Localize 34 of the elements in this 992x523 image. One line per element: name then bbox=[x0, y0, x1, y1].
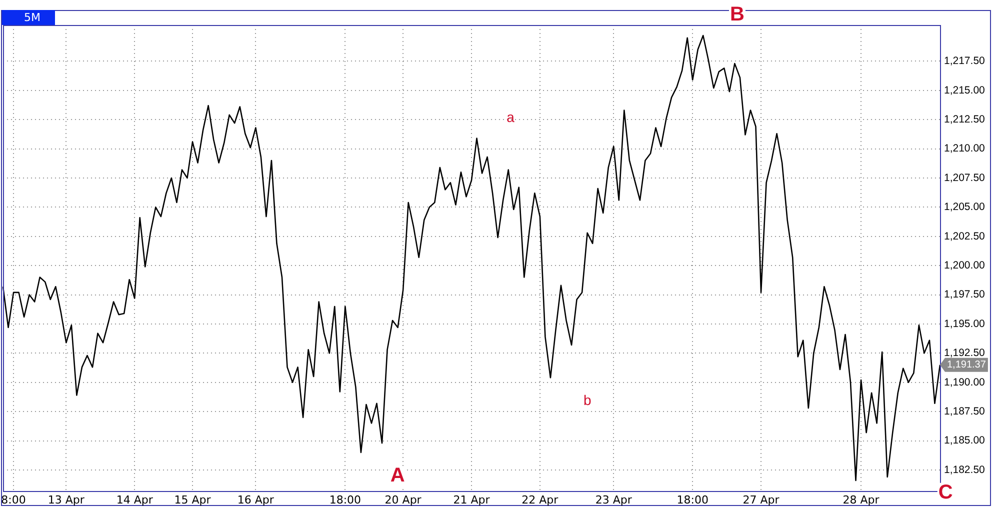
y-tick-label: 1,200.00 bbox=[944, 259, 986, 272]
y-tick-label: 1,187.50 bbox=[944, 405, 986, 418]
x-tick-label: 18:00 bbox=[329, 493, 362, 506]
annotation: C bbox=[938, 481, 953, 504]
y-tick-label: 1,192.50 bbox=[944, 347, 986, 360]
annotation: b bbox=[584, 392, 592, 408]
y-tick-label: 1,205.00 bbox=[944, 201, 986, 214]
annotation: A bbox=[390, 464, 405, 487]
y-tick-label: 1,190.00 bbox=[944, 376, 986, 388]
x-tick-label: 16 Apr bbox=[237, 493, 274, 506]
x-tick-label: 28 Apr bbox=[842, 493, 880, 506]
x-tick-label: 20 Apr bbox=[384, 493, 422, 506]
y-tick-label: 1,207.50 bbox=[944, 172, 986, 184]
y-tick-label: 1,210.00 bbox=[944, 142, 986, 155]
y-tick-label: 1,195.00 bbox=[944, 318, 986, 330]
x-tick-label: 15 Apr bbox=[174, 493, 212, 506]
y-tick-label: 1,202.50 bbox=[944, 230, 986, 242]
y-tick-label: 1,182.50 bbox=[944, 464, 986, 476]
y-tick-label: 1,217.50 bbox=[944, 55, 986, 68]
x-tick-label: 27 Apr bbox=[742, 493, 780, 506]
x-tick-label: 14 Apr bbox=[116, 493, 154, 506]
x-tick-label: 22 Apr bbox=[522, 493, 559, 506]
annotation: B bbox=[730, 3, 744, 26]
x-tick-label: 13 Apr bbox=[48, 493, 85, 506]
y-tick-label: 1,185.00 bbox=[944, 434, 986, 447]
annotation: a bbox=[506, 109, 515, 126]
y-tick-label: 1,212.50 bbox=[944, 113, 986, 126]
x-tick-label: 23 Apr bbox=[595, 493, 632, 506]
x-tick-label: 21 Apr bbox=[453, 493, 490, 506]
chart-title: 5M bbox=[2, 10, 54, 25]
y-tick-label: 1,215.00 bbox=[944, 84, 986, 96]
text: 1,191.37 bbox=[947, 360, 986, 371]
x-tick-label: 18:00 bbox=[676, 493, 708, 506]
y-tick-label: 1,197.50 bbox=[944, 288, 986, 301]
